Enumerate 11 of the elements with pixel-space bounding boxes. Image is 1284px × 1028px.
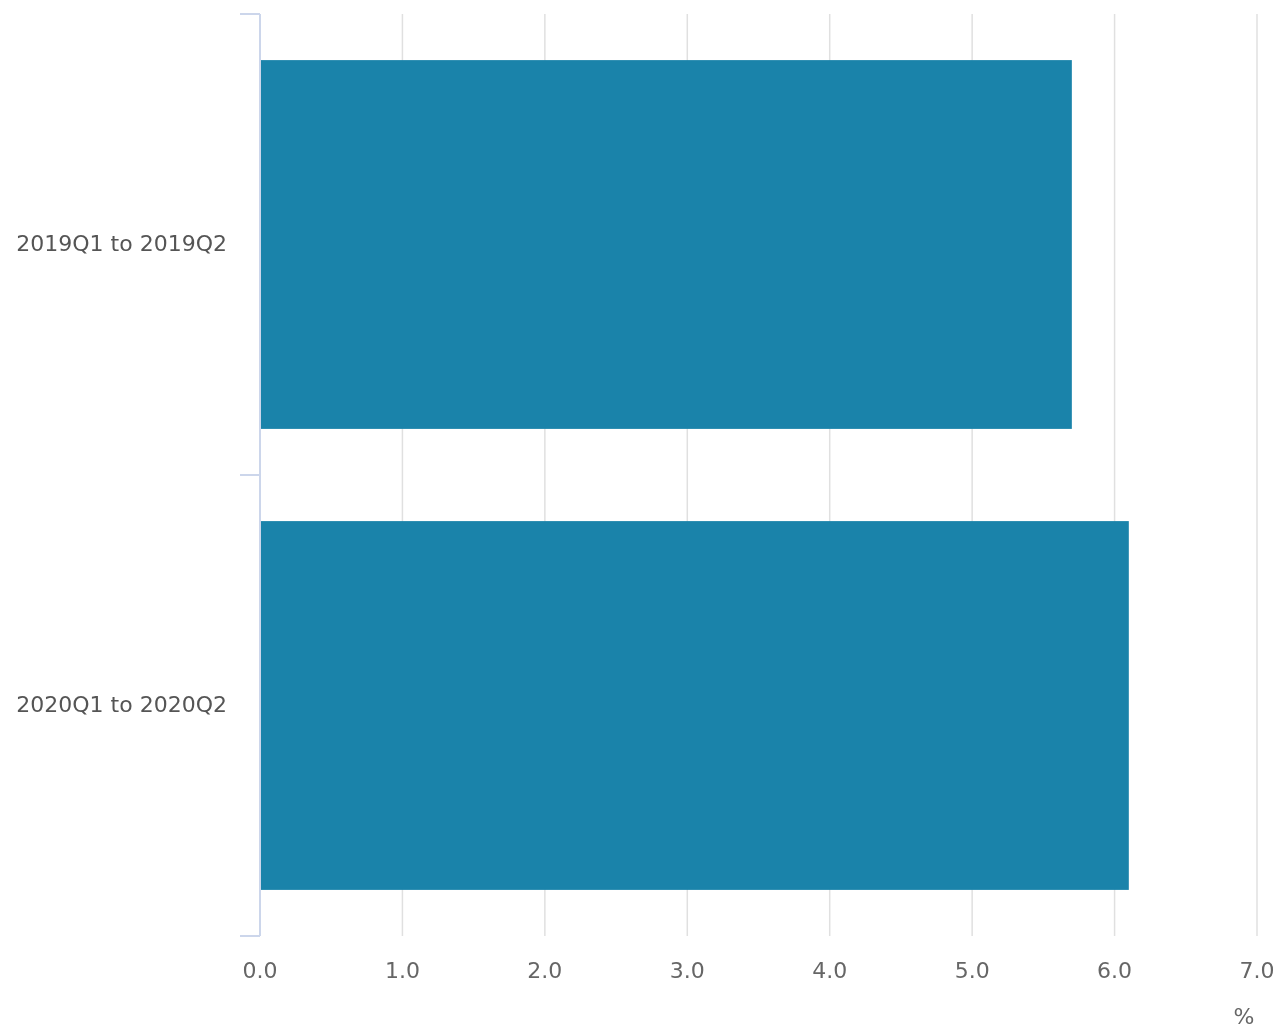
x-tick-label: 7.0 (1239, 958, 1275, 983)
x-tick-label: 3.0 (669, 958, 705, 983)
y-tick-label: 2019Q1 to 2019Q2 (16, 230, 227, 256)
y-tick-label: 2020Q1 to 2020Q2 (16, 691, 227, 717)
x-tick-label: 4.0 (812, 958, 848, 983)
x-axis-title: % (1233, 1004, 1255, 1028)
x-tick-label: 1.0 (384, 958, 420, 983)
x-tick-label: 6.0 (1097, 958, 1133, 983)
x-tick-label: 5.0 (954, 958, 990, 983)
x-tick-label: 2.0 (527, 958, 563, 983)
x-tick-label: 0.0 (242, 958, 278, 983)
